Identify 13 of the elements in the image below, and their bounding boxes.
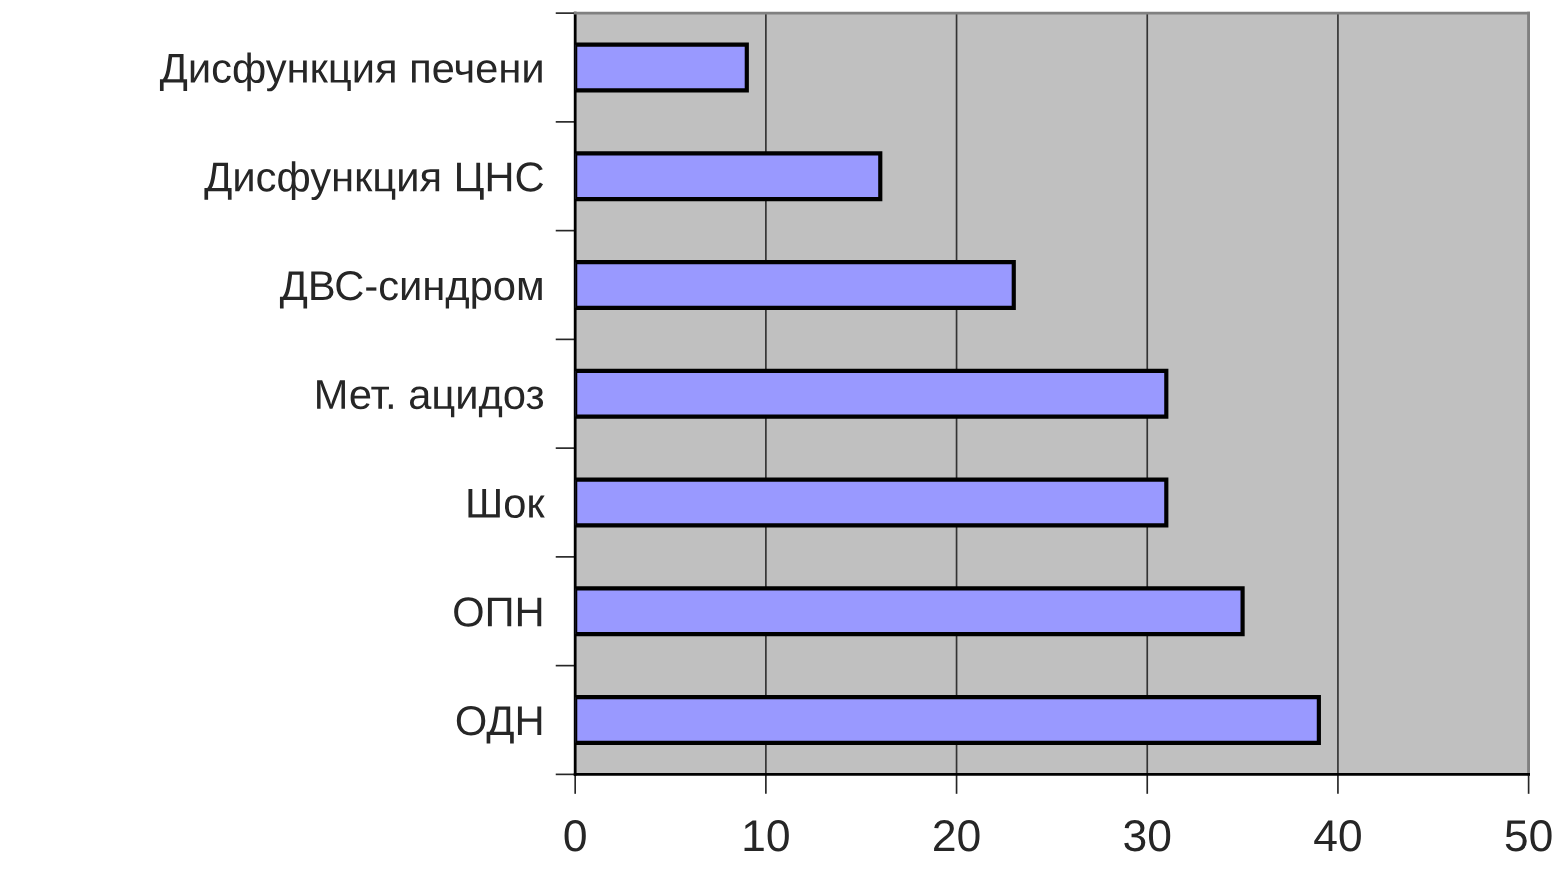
x-tick-label: 40: [1314, 819, 1361, 852]
y-tick-label: ОПН: [454, 597, 542, 627]
y-tick-label: Шок: [468, 488, 545, 519]
x-tick-label: 30: [1124, 819, 1171, 852]
x-tick-label: 10: [744, 819, 789, 852]
x-tick-label: 0: [564, 819, 586, 852]
y-tick-label: ОДН: [456, 706, 542, 744]
y-tick-label: Дисфункция ЦНС: [204, 161, 544, 200]
y-tick-label: Дисфункция печени: [159, 52, 542, 92]
x-tick-label: 50: [1505, 819, 1552, 852]
y-tick-label: ДВС-синдром: [279, 271, 542, 309]
y-tick-label: Мет. ацидоз: [317, 380, 544, 418]
x-tick-label: 20: [934, 819, 980, 852]
